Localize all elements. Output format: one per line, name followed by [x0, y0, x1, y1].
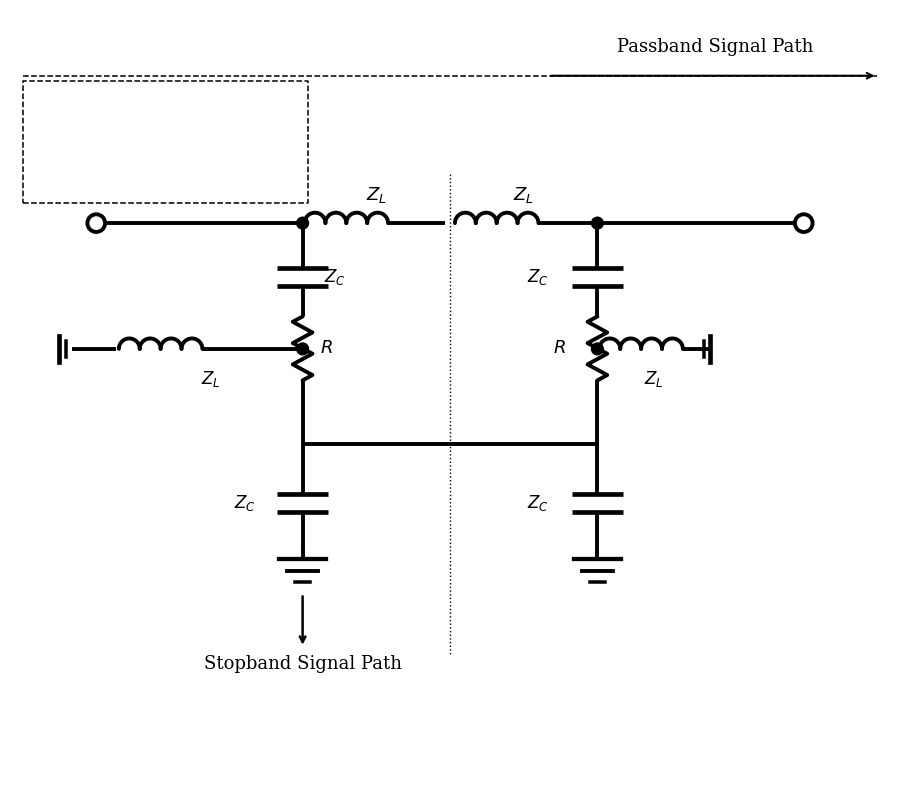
Text: $R$: $R$	[554, 339, 566, 358]
Circle shape	[297, 343, 309, 354]
Text: $Z_L$: $Z_L$	[513, 186, 535, 206]
Text: Passband Signal Path: Passband Signal Path	[617, 38, 814, 56]
Text: $Z_C$: $Z_C$	[324, 267, 346, 287]
Text: $Z_C$: $Z_C$	[526, 267, 548, 287]
Text: $Z_L$: $Z_L$	[644, 369, 663, 389]
Text: $Z_L$: $Z_L$	[201, 369, 220, 389]
Circle shape	[591, 343, 603, 354]
Text: $Z_C$: $Z_C$	[234, 493, 256, 513]
Circle shape	[297, 218, 309, 229]
Circle shape	[591, 218, 603, 229]
Text: $Z_C$: $Z_C$	[526, 493, 548, 513]
Text: Stopband Signal Path: Stopband Signal Path	[203, 654, 401, 673]
Text: $Z_L$: $Z_L$	[365, 186, 387, 206]
Text: $R$: $R$	[320, 339, 333, 358]
